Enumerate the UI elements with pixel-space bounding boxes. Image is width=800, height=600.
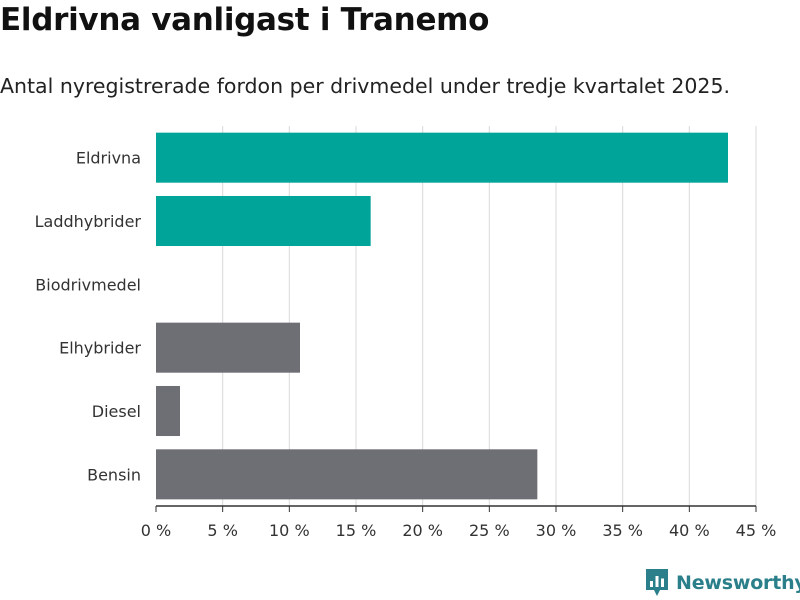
category-label-diesel: Diesel [92,402,141,421]
x-tick-label-4: 20 % [402,521,443,540]
bar-laddhybrider [156,195,371,247]
x-tick-label-0: 0 % [141,521,171,540]
category-label-biodrivmedel: Biodrivmedel [35,275,141,294]
x-tick-label-6: 30 % [536,521,577,540]
chart-title: Eldrivna vanligast i Tranemo [0,2,490,38]
category-label-bensin: Bensin [87,465,141,484]
chart-subtitle: Antal nyregistrerade fordon per drivmede… [0,74,731,98]
x-tick-label-9: 45 % [736,521,777,540]
bar-bensin [156,449,538,500]
bar-diesel [156,385,180,437]
category-label-laddhybrider: Laddhybrider [35,212,142,231]
x-tick-label-3: 15 % [336,521,377,540]
x-tick-label-5: 25 % [469,521,510,540]
x-tick-label-7: 35 % [602,521,643,540]
brand-name: Newsworthy [676,572,800,594]
category-label-eldrivna: Eldrivna [76,149,141,168]
brand-logo: Newsworthy [644,568,800,598]
bar-eldrivna [156,132,728,183]
x-tick-label-2: 10 % [269,521,310,540]
x-tick-label-1: 5 % [207,521,237,540]
category-label-elhybrider: Elhybrider [59,339,141,358]
newsworthy-logo-icon [646,569,668,596]
bar-elhybrider [156,322,300,373]
x-tick-label-8: 40 % [669,521,710,540]
